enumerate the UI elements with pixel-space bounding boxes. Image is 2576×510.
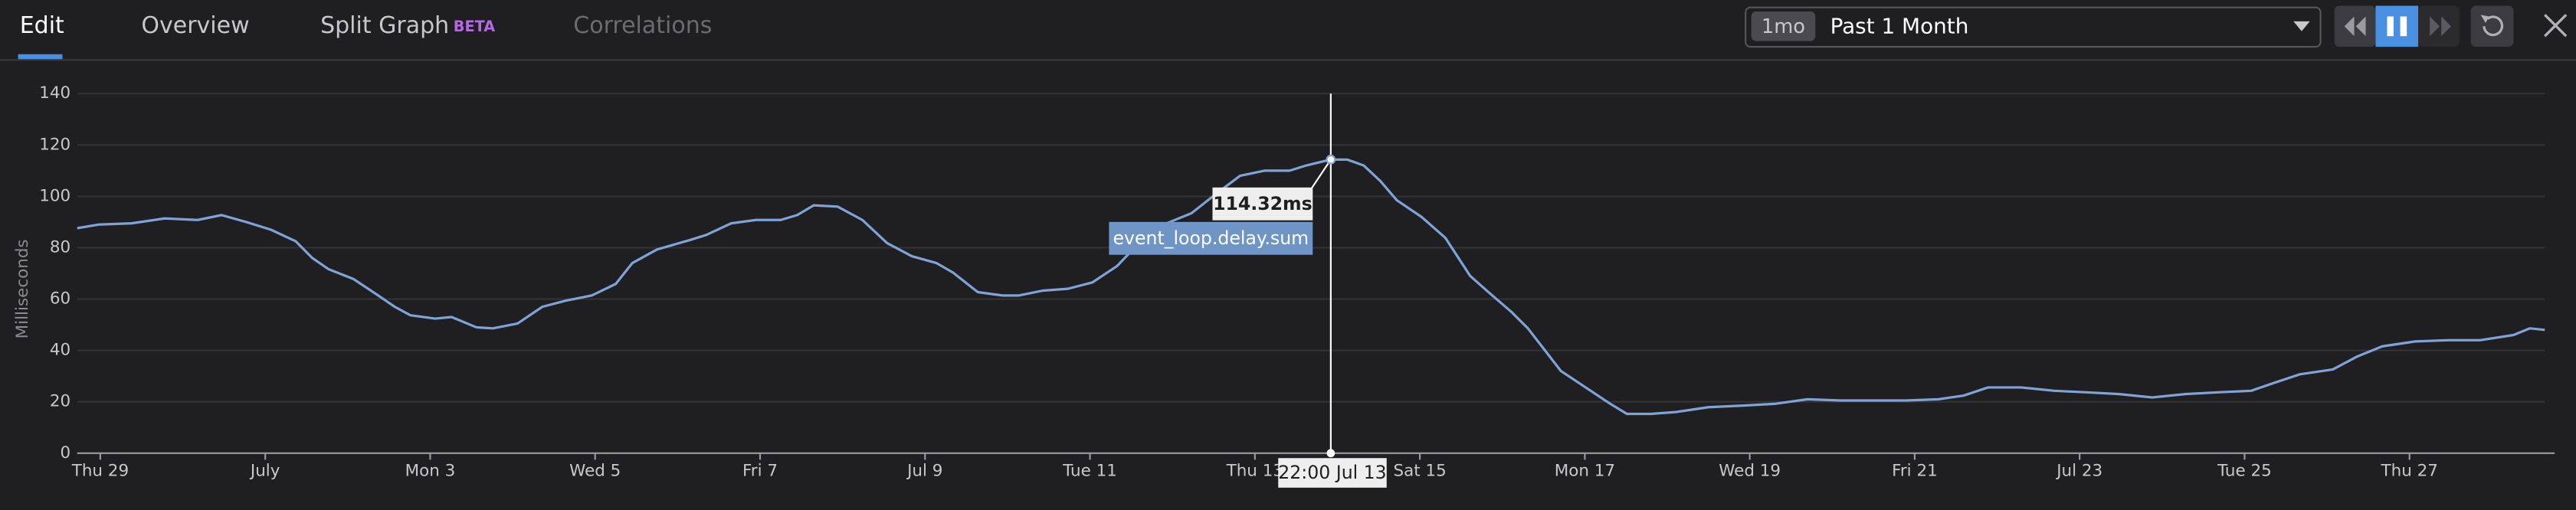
active-tab-indicator [18, 54, 63, 60]
y-tick-label: 60 [50, 289, 70, 309]
hover-point [1326, 154, 1336, 165]
x-tick-label: Fri 7 [742, 461, 778, 480]
tooltip-series-name: event_loop.delay.sum [1113, 227, 1309, 249]
tab-correlations[interactable]: Correlations [573, 12, 712, 39]
tooltip-series-box [1109, 221, 1313, 255]
refresh-button[interactable] [2470, 5, 2514, 47]
pause-icon-left [2387, 16, 2394, 37]
y-tick-label: 20 [50, 392, 70, 411]
x-tick-label: Thu 27 [2381, 461, 2438, 480]
x-tick-label: July [249, 461, 280, 480]
time-range-label: Past 1 Month [1830, 13, 1969, 38]
x-tick-label: Fri 21 [1892, 461, 1938, 480]
x-tick-label: Thu 13 [1226, 461, 1283, 480]
x-hover-marker [1326, 449, 1336, 458]
close-button[interactable] [2544, 14, 2568, 38]
y-tick-label: 120 [39, 135, 70, 154]
rewind-button[interactable] [2334, 5, 2376, 47]
y-tick-label: 40 [50, 341, 70, 360]
x-tick-label: Jul 9 [906, 461, 942, 480]
tooltip-x-label: 22:00 Jul 13 [1278, 462, 1386, 483]
x-tick-label: Tue 11 [1062, 461, 1117, 480]
beta-badge: BETA [454, 18, 496, 35]
dropdown-caret [2293, 21, 2310, 31]
y-axis-label: Milliseconds [13, 239, 32, 338]
tab-split-graph[interactable]: Split Graph [320, 12, 449, 39]
x-tick-label: Sat 15 [1393, 461, 1446, 480]
tooltip-value-box [1212, 187, 1313, 221]
time-range-dropdown[interactable] [1745, 6, 2322, 48]
tooltip-connector [1310, 159, 1332, 190]
pause-icon-right [2400, 16, 2407, 37]
tab-edit[interactable]: Edit [20, 12, 64, 39]
time-range-short: 1mo [1762, 15, 1805, 38]
tab-overview[interactable]: Overview [141, 12, 249, 39]
x-tick-label: Tue 25 [2217, 461, 2272, 480]
refresh-icon [2483, 15, 2504, 37]
tooltip-x-box [1278, 458, 1387, 488]
rewind-icon [2344, 16, 2366, 37]
refresh-arrow [2480, 15, 2489, 24]
x-tick-label: Wed 19 [1719, 461, 1781, 480]
y-tick-label: 80 [50, 237, 70, 257]
time-range-short-badge [1751, 11, 1816, 41]
x-tick-label: Mon 3 [405, 461, 456, 480]
y-tick-label: 100 [39, 186, 70, 205]
tooltip-value: 114.32ms [1213, 193, 1313, 214]
x-tick-label: Wed 5 [569, 461, 621, 480]
x-tick-label: Jul 23 [2055, 461, 2102, 480]
pause-button[interactable] [2375, 5, 2419, 47]
plot: 0 20 40 60 80 100 120 140 Thu 29 July Mon 3 Wed 5 Fr… [39, 83, 2555, 488]
y-tick-label: 0 [61, 443, 71, 463]
x-tick-label: Mon 17 [1555, 461, 1615, 480]
forward-icon [2430, 16, 2452, 37]
series-line [77, 158, 2545, 416]
y-tick-label: 140 [39, 83, 70, 103]
x-tick-label: Thu 29 [71, 461, 129, 480]
